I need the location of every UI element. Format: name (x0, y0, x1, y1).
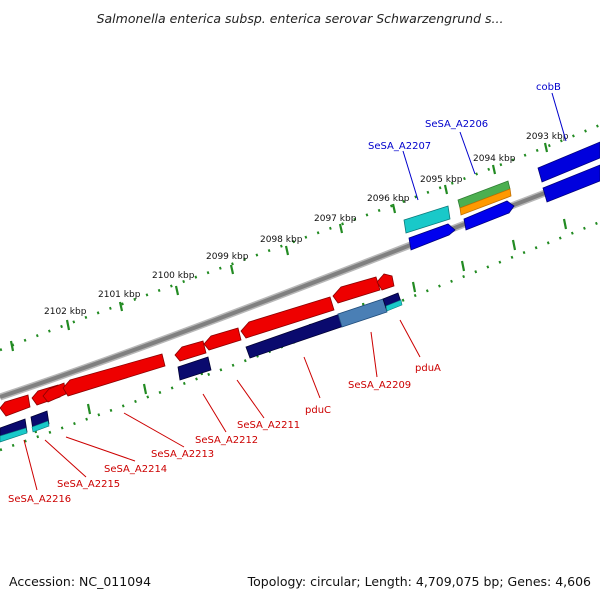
outer-tick-labels: 2102 kbp 2101 kbp 2100 kbp 2099 kbp 2098… (44, 132, 569, 317)
backbone (0, 170, 600, 399)
reverse-strand-track (0, 273, 403, 443)
gene-label-sesa-a2209[interactable]: SeSA_A2209 (348, 380, 411, 391)
forward-gene-labels: SeSA_A2207 SeSA_A2206 cobB (368, 82, 561, 152)
forward-strand-track (403, 141, 600, 251)
reverse-gene[interactable] (31, 420, 50, 433)
reverse-gene[interactable] (240, 296, 335, 339)
reverse-gene[interactable] (0, 427, 28, 443)
gene-label-sesa-a2213[interactable]: SeSA_A2213 (151, 449, 214, 460)
gene-label-sesa-a2211[interactable]: SeSA_A2211 (237, 420, 300, 431)
tick-label: 2095 kbp (420, 175, 463, 185)
reverse-gene[interactable] (337, 298, 388, 328)
gene-label-cobb[interactable]: cobB (536, 82, 561, 93)
tick-label: 2101 kbp (98, 290, 141, 300)
reverse-gene[interactable] (203, 327, 242, 351)
reverse-gene[interactable] (0, 394, 31, 417)
gene-label-sesa-a2214[interactable]: SeSA_A2214 (104, 464, 167, 475)
forward-gene[interactable] (459, 188, 512, 216)
tick-label: 2102 kbp (44, 307, 87, 317)
gene-label-sesa-a2215[interactable]: SeSA_A2215 (57, 479, 120, 490)
tick-label: 2100 kbp (152, 271, 195, 281)
reverse-gene[interactable] (174, 340, 207, 362)
forward-gene[interactable] (403, 205, 451, 234)
gene-label-sesa-a2206[interactable]: SeSA_A2206 (425, 119, 488, 130)
tick-label: 2097 kbp (314, 214, 357, 224)
forward-gene[interactable] (408, 223, 456, 251)
tick-label: 2096 kbp (367, 194, 410, 204)
reverse-gene[interactable] (376, 273, 395, 291)
tick-label: 2099 kbp (206, 252, 249, 262)
tick-label: 2094 kbp (473, 154, 516, 164)
tick-label: 2098 kbp (260, 235, 303, 245)
inner-major-ticks (32, 218, 568, 434)
gene-label-pdua[interactable]: pduA (415, 363, 441, 374)
gene-label-pduc[interactable]: pduC (305, 405, 331, 416)
reverse-gene[interactable] (177, 356, 212, 381)
reverse-gene-labels: SeSA_A2216 SeSA_A2215 SeSA_A2214 SeSA_A2… (8, 363, 441, 505)
map-title: Salmonella enterica subsp. enterica sero… (97, 11, 504, 26)
reverse-gene[interactable] (385, 299, 403, 312)
reverse-gene[interactable] (62, 353, 166, 397)
forward-gene[interactable] (537, 141, 600, 183)
forward-gene[interactable] (463, 200, 515, 231)
accession-text: Accession: NC_011094 (9, 574, 151, 589)
gene-label-sesa-a2207[interactable]: SeSA_A2207 (368, 141, 431, 152)
gene-label-sesa-a2216[interactable]: SeSA_A2216 (8, 494, 71, 505)
forward-gene[interactable] (542, 164, 600, 203)
label-leaders (23, 92, 567, 491)
outer-major-ticks (9, 142, 549, 352)
reverse-gene[interactable] (332, 276, 381, 304)
gene-label-sesa-a2212[interactable]: SeSA_A2212 (195, 435, 258, 446)
topology-summary: Topology: circular; Length: 4,709,075 bp… (247, 574, 591, 589)
tick-label: 2093 kbp (526, 132, 569, 142)
